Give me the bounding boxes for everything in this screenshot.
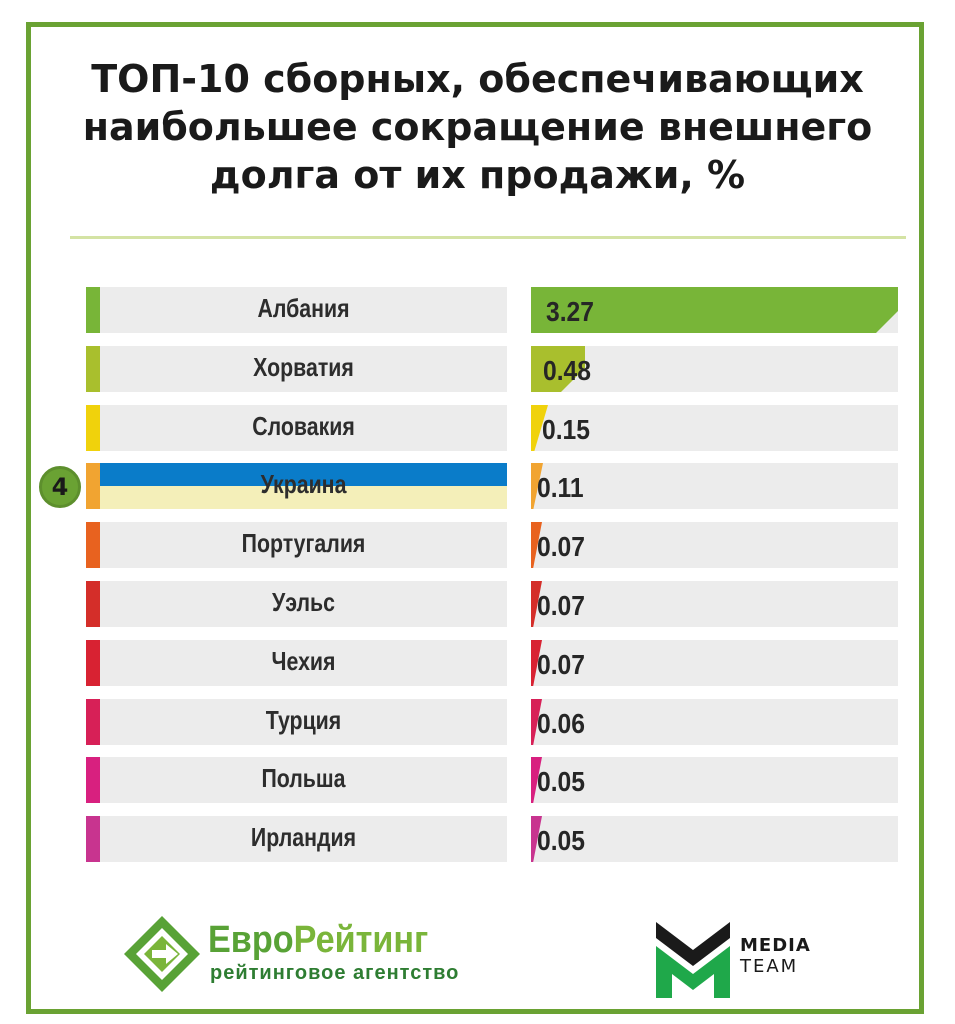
bar-row: Ирландия 0.05 <box>0 816 955 862</box>
media-team-line1: MEDIA <box>740 935 811 956</box>
evroreyting-logo-icon <box>124 916 200 992</box>
evroreyting-tagline: рейтинговое агентство <box>210 962 460 984</box>
media-team-logo-icon <box>656 922 730 998</box>
category-label: Ирландия <box>250 822 357 852</box>
evroreyting-logo: ЕвроРейтинг рейтинговое агентство <box>122 912 462 996</box>
value-label: 0.48 <box>543 355 591 386</box>
value-box: 0.05 <box>531 757 898 803</box>
value-label: 3.27 <box>546 296 594 327</box>
category-box: Уэльс <box>100 581 507 627</box>
category-box: Польша <box>100 757 507 803</box>
value-box: 3.27 <box>531 287 898 333</box>
row-color-stripe <box>86 463 100 509</box>
value-box: 0.06 <box>531 699 898 745</box>
value-box: 0.07 <box>531 522 898 568</box>
value-box: 0.48 <box>531 346 898 392</box>
bar <box>531 757 542 803</box>
bar <box>531 522 542 568</box>
row-color-stripe <box>86 640 100 686</box>
value-box: 0.05 <box>531 816 898 862</box>
row-color-stripe <box>86 405 100 451</box>
category-box: Украина <box>100 463 507 509</box>
value-label: 0.07 <box>537 649 585 680</box>
row-color-stripe <box>86 699 100 745</box>
row-color-stripe <box>86 522 100 568</box>
category-box: Турция <box>100 699 507 745</box>
row-color-stripe <box>86 757 100 803</box>
category-box: Хорватия <box>100 346 507 392</box>
value-label: 0.07 <box>537 531 585 562</box>
value-label: 0.06 <box>537 708 585 739</box>
category-label: Украина <box>260 469 347 499</box>
row-color-stripe <box>86 346 100 392</box>
category-label: Турция <box>265 705 342 735</box>
title-divider <box>70 236 906 239</box>
category-box: Ирландия <box>100 816 507 862</box>
bar <box>531 581 542 627</box>
bar-row: Албания 3.27 <box>0 287 955 333</box>
row-color-stripe <box>86 581 100 627</box>
category-label: Албания <box>257 293 350 323</box>
bar-row: Уэльс 0.07 <box>0 581 955 627</box>
category-label: Чехия <box>271 646 336 676</box>
chart-title: ТОП-10 сборных, обеспечивающих наибольше… <box>82 57 873 197</box>
highlight-band-bottom <box>100 486 507 509</box>
category-box: Словакия <box>100 405 507 451</box>
bar <box>531 699 542 745</box>
category-label: Словакия <box>252 411 355 441</box>
highlight-band-top <box>100 463 507 486</box>
category-label: Португалия <box>241 528 366 558</box>
media-team-logo: MEDIA TEAM <box>654 916 824 1002</box>
value-label: 0.05 <box>537 766 585 797</box>
bar-row: Польша 0.05 <box>0 757 955 803</box>
bar-row: Украина 0.11 <box>0 463 955 509</box>
category-box: Португалия <box>100 522 507 568</box>
value-box: 0.07 <box>531 640 898 686</box>
category-label: Уэльс <box>271 587 336 617</box>
category-label: Хорватия <box>253 352 354 382</box>
value-box: 0.15 <box>531 405 898 451</box>
bar <box>531 816 542 862</box>
bar-row: Португалия 0.07 <box>0 522 955 568</box>
evroreyting-name-part1: Евро <box>208 919 294 961</box>
category-label: Польша <box>261 763 346 793</box>
bar-row: Турция 0.06 <box>0 699 955 745</box>
value-label: 0.07 <box>537 590 585 621</box>
bar-row: Чехия 0.07 <box>0 640 955 686</box>
row-color-stripe <box>86 287 100 333</box>
bar <box>531 287 898 333</box>
evroreyting-name: ЕвроРейтинг <box>208 918 428 962</box>
value-label: 0.11 <box>537 472 584 503</box>
value-box: 0.07 <box>531 581 898 627</box>
evroreyting-name-part2: Рейтинг <box>293 919 429 961</box>
rank-badge: 4 <box>39 466 81 508</box>
category-box: Албания <box>100 287 507 333</box>
bar-row: Словакия 0.15 <box>0 405 955 451</box>
media-team-line2: TEAM <box>740 956 799 977</box>
value-label: 0.15 <box>542 414 590 445</box>
value-label: 0.05 <box>537 825 585 856</box>
row-color-stripe <box>86 816 100 862</box>
category-box: Чехия <box>100 640 507 686</box>
value-box: 0.11 <box>531 463 898 509</box>
bar <box>531 640 542 686</box>
bar-row: Хорватия 0.48 <box>0 346 955 392</box>
